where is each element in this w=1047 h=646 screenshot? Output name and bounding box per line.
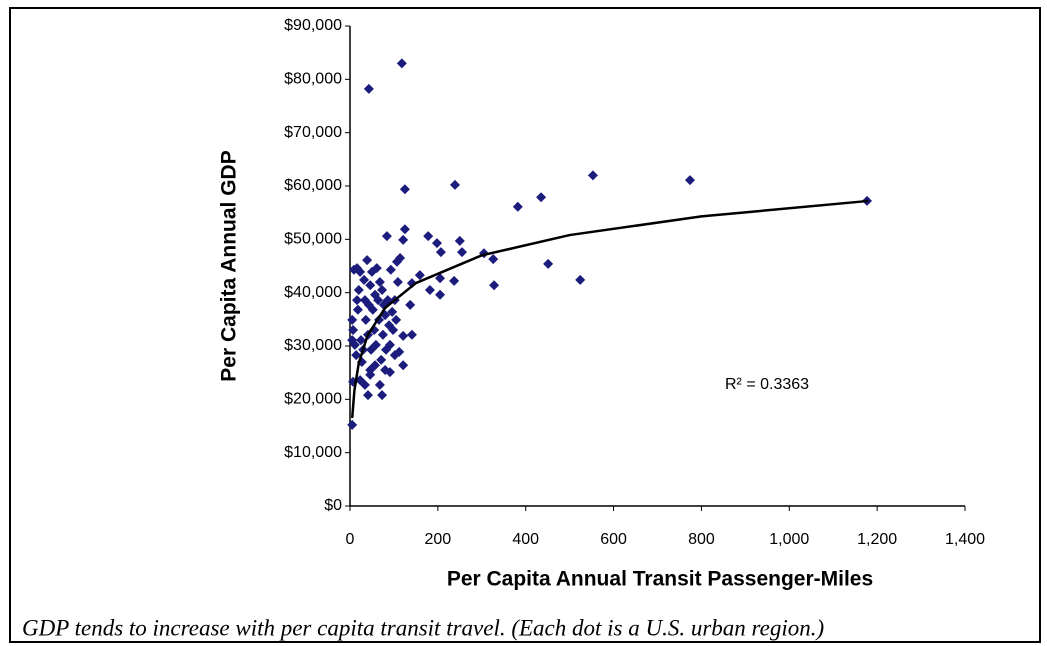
data-point — [362, 255, 373, 266]
data-point — [449, 275, 460, 286]
data-point — [414, 270, 425, 281]
data-point — [367, 304, 378, 315]
data-point — [365, 280, 376, 291]
x-tick-label: 1,200 — [857, 531, 897, 548]
data-point — [359, 274, 370, 285]
data-point — [435, 247, 446, 258]
x-tick-label: 400 — [512, 531, 539, 548]
data-point — [398, 234, 409, 245]
data-point — [398, 360, 409, 371]
data-point — [377, 329, 388, 340]
data-point — [543, 258, 554, 269]
data-point — [575, 274, 586, 285]
data-point — [373, 295, 384, 306]
y-tick-label: $70,000 — [284, 124, 342, 141]
annotation: R² = 0.3363 — [725, 376, 809, 393]
data-point — [399, 224, 410, 235]
data-point — [389, 350, 400, 361]
data-point — [352, 304, 363, 315]
data-point — [360, 314, 371, 325]
data-point — [370, 360, 381, 371]
data-point — [370, 339, 381, 350]
data-point — [398, 330, 409, 341]
data-point — [396, 58, 407, 69]
data-point — [384, 339, 395, 350]
data-point — [365, 369, 376, 380]
y-tick-label: $0 — [324, 497, 342, 514]
x-tick-label: 600 — [600, 531, 627, 548]
data-point — [587, 170, 598, 181]
data-point — [352, 295, 363, 306]
y-axis-title: Per Capita Annual GDP — [218, 150, 241, 381]
data-point — [406, 329, 417, 340]
data-point — [353, 285, 364, 295]
data-point — [454, 235, 465, 246]
x-axis-title: Per Capita Annual Transit Passenger-Mile… — [447, 568, 873, 591]
data-point — [371, 263, 382, 274]
data-point — [536, 192, 547, 203]
data-point — [449, 179, 460, 190]
x-tick-label: 1,000 — [769, 531, 809, 548]
data-point — [399, 184, 410, 195]
data-point — [347, 419, 358, 430]
data-point — [423, 231, 434, 242]
data-point — [374, 277, 385, 287]
data-point — [348, 264, 359, 275]
x-tick-label: 1,400 — [945, 531, 985, 548]
data-point — [512, 201, 523, 212]
data-point — [457, 247, 468, 258]
data-point — [435, 273, 446, 284]
y-tick-label: $50,000 — [284, 231, 342, 248]
frame — [9, 7, 1041, 643]
data-point — [363, 390, 374, 401]
data-point — [489, 280, 500, 291]
x-tick-label: 800 — [688, 531, 715, 548]
data-point — [374, 379, 385, 390]
data-point — [376, 354, 387, 365]
data-point — [431, 238, 442, 249]
data-point — [391, 314, 402, 325]
data-point — [387, 306, 398, 317]
data-point — [363, 83, 374, 94]
y-tick-label: $30,000 — [284, 337, 342, 354]
y-tick-label: $80,000 — [284, 71, 342, 88]
data-point — [355, 335, 366, 346]
trendline — [350, 199, 869, 419]
data-point — [478, 248, 489, 259]
data-point — [685, 175, 696, 186]
y-tick-label: $10,000 — [284, 444, 342, 461]
data-point — [381, 231, 392, 242]
data-point — [351, 350, 362, 361]
data-point — [424, 285, 435, 295]
data-point — [385, 264, 396, 275]
data-point — [392, 256, 403, 267]
data-point — [435, 289, 446, 300]
y-tick-label: $40,000 — [284, 284, 342, 301]
x-tick-label: 0 — [346, 531, 355, 548]
y-tick-label: $90,000 — [284, 17, 342, 34]
data-point — [347, 335, 358, 346]
data-point — [488, 254, 499, 265]
y-tick-label: $60,000 — [284, 177, 342, 194]
data-point — [392, 277, 403, 287]
data-point — [377, 285, 388, 295]
data-point — [405, 299, 416, 310]
data-point — [377, 390, 388, 401]
data-point — [348, 325, 359, 335]
data-point — [359, 379, 370, 390]
y-tick-label: $20,000 — [284, 391, 342, 408]
data-point — [388, 325, 399, 335]
caption: GDP tends to increase with per capita tr… — [22, 615, 824, 640]
data-point — [347, 314, 358, 325]
x-tick-label: 200 — [425, 531, 452, 548]
data-point — [380, 365, 391, 375]
